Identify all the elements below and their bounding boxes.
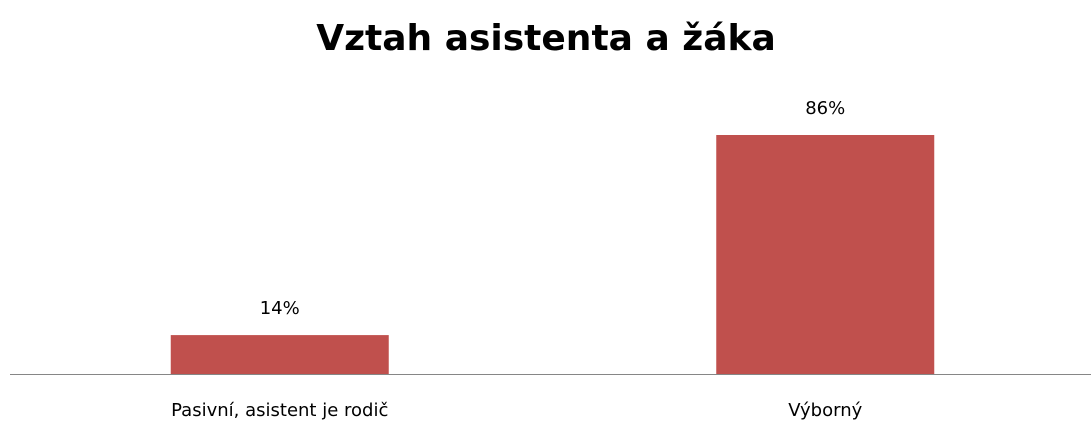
bar xyxy=(716,135,935,374)
x-tick-label: Pasivní, asistent je rodič xyxy=(171,400,388,421)
x-tick-label: Výborný xyxy=(788,400,862,421)
data-label: 14% xyxy=(260,298,300,319)
chart-title: Vztah asistenta a žáka xyxy=(316,18,776,59)
data-label: 86% xyxy=(805,98,845,119)
bar xyxy=(170,335,389,374)
